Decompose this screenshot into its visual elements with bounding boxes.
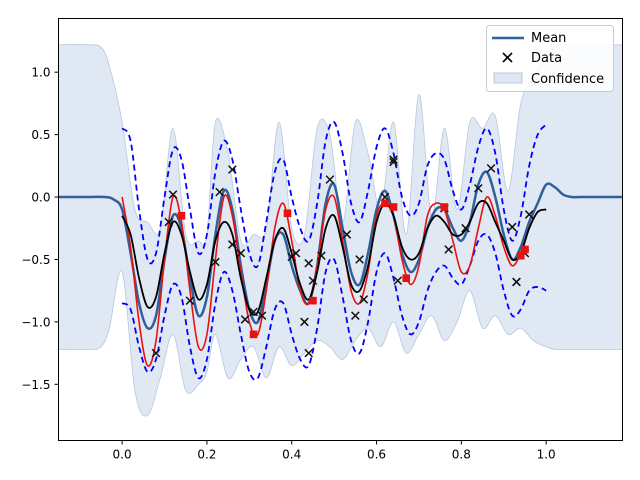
square-point <box>283 209 292 218</box>
data-point <box>291 248 301 258</box>
x-tick-label: 1.0 <box>537 448 556 462</box>
data-point <box>359 295 369 304</box>
data-point <box>168 190 178 199</box>
data-point <box>444 245 453 254</box>
y-tick-label: −0.5 <box>21 253 50 267</box>
legend-data-label: Data <box>531 51 562 66</box>
y-tick-label: 0.0 <box>31 191 50 205</box>
square-point <box>402 274 411 282</box>
legend-mean-label: Mean <box>531 31 566 46</box>
data-point <box>308 276 318 286</box>
x-tick-label: 0.0 <box>113 448 132 462</box>
legend-confidence-patch <box>493 72 523 84</box>
lower-bound-line <box>121 232 547 381</box>
square-point <box>177 211 186 220</box>
legend: Mean Data Confidence <box>486 25 614 92</box>
square-point <box>440 203 449 211</box>
data-point <box>389 157 398 167</box>
data-point <box>507 222 517 232</box>
data-point <box>215 187 224 197</box>
square-point <box>249 330 258 339</box>
data-point <box>228 165 237 174</box>
upper-bound-line <box>121 120 547 269</box>
black-curve-line <box>121 200 547 316</box>
data-point <box>257 311 267 320</box>
x-tick-label: 0.8 <box>452 448 471 462</box>
square-point <box>516 251 525 260</box>
data-point <box>151 348 161 358</box>
x-tick-label: 0.2 <box>197 448 216 462</box>
data-point <box>512 277 521 287</box>
true-function-line <box>121 194 547 367</box>
data-point <box>240 315 250 324</box>
data-point <box>355 255 364 264</box>
data-point <box>304 258 314 268</box>
point-layer <box>151 155 534 358</box>
data-point <box>342 230 352 239</box>
square-point <box>381 199 389 208</box>
data-point <box>211 257 220 267</box>
curve-layer <box>58 120 623 381</box>
data-point <box>300 317 309 327</box>
data-point <box>317 251 326 261</box>
data-point <box>486 163 496 173</box>
square-point <box>389 203 398 211</box>
data-point <box>461 223 470 233</box>
data-point <box>185 296 195 305</box>
square-point <box>521 245 529 254</box>
x-tick-label: 0.6 <box>367 448 386 462</box>
x-tick-label: 0.4 <box>282 448 301 462</box>
data-point <box>473 183 483 193</box>
data-point <box>325 175 335 184</box>
data-point <box>236 248 246 258</box>
data-point <box>524 210 534 219</box>
y-tick-label: 1.0 <box>31 66 50 80</box>
axes-frame <box>58 18 623 441</box>
tick-layer: 0.0 0.2 0.4 0.6 0.8 1.0 −1.5 −1.0 −0.5 0.0 0.5 1.0 <box>21 66 555 462</box>
legend-confidence-label: Confidence <box>531 72 604 87</box>
y-tick-label: −1.0 <box>21 315 50 329</box>
y-tick-label: 0.5 <box>31 128 50 142</box>
data-point <box>249 307 258 317</box>
legend-data-marker <box>502 52 513 63</box>
data-point <box>164 217 174 227</box>
data-point <box>393 276 403 286</box>
data-point <box>304 348 314 358</box>
square-point <box>309 296 317 305</box>
mean-line <box>58 170 623 330</box>
data-point <box>389 155 398 164</box>
data-point <box>351 311 360 320</box>
y-tick-label: −1.5 <box>21 378 50 392</box>
data-point <box>228 240 237 249</box>
